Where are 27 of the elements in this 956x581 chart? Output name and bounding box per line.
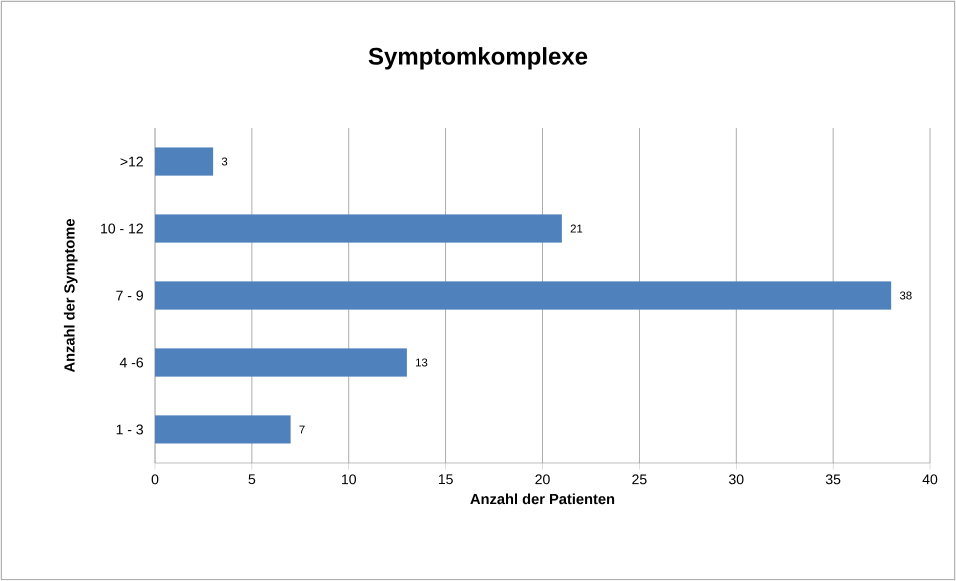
x-tick-label: 0 — [152, 474, 158, 484]
data-label: 21 — [570, 224, 582, 232]
x-tick-label: 10 — [342, 474, 356, 484]
y-tick-label: 10 - 12 — [101, 224, 143, 234]
x-tick-label: 25 — [632, 474, 647, 484]
bar — [155, 415, 291, 444]
data-label: 3 — [222, 158, 228, 166]
y-tick-label: 7 - 9 — [116, 290, 143, 300]
y-axis-title: Anzahl der Symptome — [64, 219, 78, 372]
bar — [155, 147, 214, 176]
data-label: 38 — [900, 291, 912, 300]
data-label: 7 — [299, 426, 305, 434]
y-tick-label: 1 - 3 — [116, 424, 144, 434]
chart-title: Symptomkomplexe — [368, 47, 588, 70]
y-tick-label: 4 -6 — [120, 358, 143, 368]
x-tick-label: 30 — [728, 474, 744, 484]
bar — [155, 281, 892, 310]
data-label: 13 — [416, 358, 428, 366]
x-tick-label: 5 — [248, 474, 256, 484]
y-tick-label: >12 — [120, 156, 143, 166]
x-tick-label: 35 — [826, 474, 840, 484]
x-tick-label: 20 — [535, 474, 550, 484]
bar — [155, 348, 407, 377]
bar — [155, 214, 562, 243]
x-tick-label: 40 — [922, 474, 938, 484]
x-tick-label: 15 — [438, 474, 453, 484]
x-axis-title: Anzahl der Patienten — [470, 493, 614, 504]
